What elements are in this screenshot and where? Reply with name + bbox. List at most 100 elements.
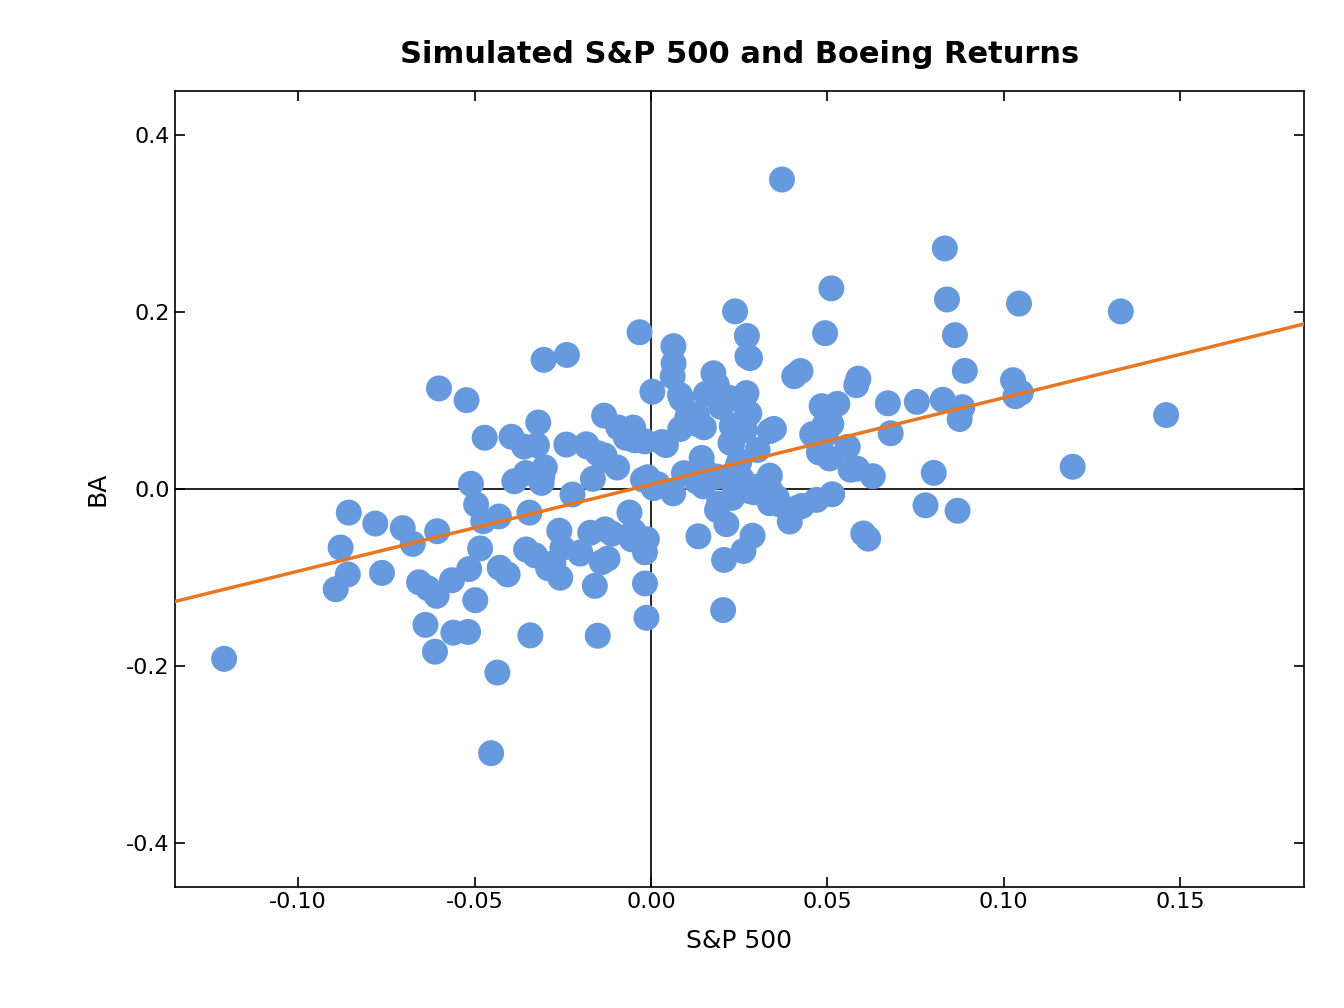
Point (594, 521, 616, 537)
Point (618, 504, 640, 520)
Point (504, 473, 526, 489)
Point (737, 349, 758, 365)
Point (587, 628, 609, 644)
X-axis label: S&P 500: S&P 500 (687, 928, 792, 953)
Point (409, 575, 430, 591)
Point (906, 394, 927, 410)
Point (325, 582, 347, 598)
Point (759, 468, 781, 484)
Point (771, 171, 793, 187)
Point (840, 462, 862, 478)
Point (738, 405, 759, 421)
Point (694, 419, 715, 435)
Point (515, 465, 536, 481)
Point (784, 368, 805, 384)
Point (766, 490, 788, 506)
Point (847, 461, 868, 477)
Point (722, 434, 743, 451)
Point (663, 485, 684, 501)
Point (339, 505, 360, 521)
Point (392, 520, 414, 536)
Point (669, 387, 691, 403)
Point (706, 469, 727, 485)
Point (579, 525, 601, 541)
Point (685, 474, 707, 490)
Point (734, 422, 755, 438)
Point (501, 428, 523, 445)
Point (946, 503, 968, 519)
Point (456, 392, 477, 408)
Point (524, 547, 546, 563)
Point (538, 560, 559, 577)
Point (691, 450, 712, 466)
Point (814, 426, 836, 443)
Point (808, 445, 829, 461)
Point (954, 363, 976, 379)
Point (813, 417, 835, 433)
Point (441, 573, 462, 589)
Point (878, 395, 899, 411)
Point (767, 496, 789, 512)
Point (703, 365, 724, 381)
Point (624, 432, 645, 449)
Point (442, 625, 464, 641)
Point (780, 513, 801, 529)
Point (673, 465, 695, 481)
Point (460, 476, 481, 492)
Point (646, 476, 668, 492)
Point (827, 396, 848, 412)
Point (622, 419, 644, 435)
Point (915, 497, 937, 513)
Point (487, 664, 508, 680)
Point (952, 399, 973, 415)
Point (688, 528, 710, 544)
Point (1110, 303, 1132, 320)
Point (880, 425, 902, 442)
Point (519, 505, 540, 521)
Point (636, 610, 657, 626)
Point (857, 530, 879, 546)
Point (634, 576, 656, 592)
Point (480, 745, 501, 761)
Point (418, 581, 439, 597)
Point (489, 559, 511, 576)
Point (593, 452, 614, 468)
Point (426, 523, 448, 539)
Point (550, 570, 571, 586)
Point (724, 303, 746, 320)
Point (526, 437, 547, 454)
Point (820, 399, 841, 415)
Point (663, 338, 684, 354)
Point (663, 368, 684, 384)
Point (934, 240, 956, 256)
Point (945, 328, 966, 344)
Point (591, 554, 613, 571)
Point (845, 377, 867, 393)
Point (364, 515, 386, 531)
Point (465, 592, 487, 608)
Point (371, 564, 392, 581)
Point (429, 380, 450, 396)
Point (621, 531, 642, 547)
Point (532, 468, 554, 484)
Point (786, 500, 808, 516)
Point (515, 541, 536, 557)
Point (458, 561, 480, 578)
Point (727, 391, 749, 407)
Point (801, 426, 823, 443)
Point (582, 471, 603, 487)
Point (763, 421, 785, 437)
Point (577, 438, 598, 455)
Point (814, 326, 836, 342)
Point (761, 484, 782, 500)
Point (1062, 459, 1083, 475)
Point (708, 496, 730, 512)
Point (655, 437, 676, 454)
Point (692, 478, 714, 494)
Point (587, 446, 609, 462)
Point (695, 386, 716, 402)
Point (534, 352, 555, 368)
Point (676, 410, 698, 426)
Point (737, 328, 758, 344)
Point (575, 436, 597, 453)
